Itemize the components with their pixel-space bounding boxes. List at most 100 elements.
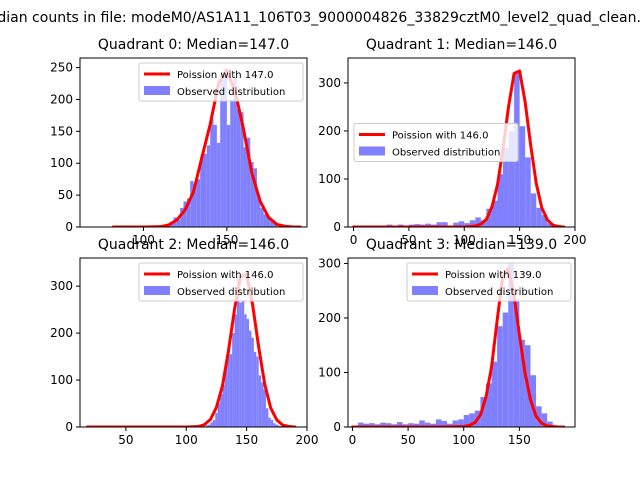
histogram-bar xyxy=(536,207,542,227)
histogram-bar xyxy=(273,223,277,227)
y-tick-label: 250 xyxy=(50,61,73,75)
histogram-bar xyxy=(396,422,403,427)
histogram-bar xyxy=(502,312,509,427)
legend-poisson-label: Poission with 146.0 xyxy=(177,270,273,281)
histogram-bars xyxy=(205,276,283,427)
x-tick-label: 100 xyxy=(175,433,198,447)
histogram-bar xyxy=(435,419,442,427)
legend-poisson-label: Poission with 139.0 xyxy=(445,270,541,281)
histogram-bar xyxy=(200,156,204,227)
legend: Poission with 147.0 Observed distribution xyxy=(138,62,304,102)
y-tick-label: 0 xyxy=(65,220,73,234)
histogram-bar xyxy=(244,314,247,427)
histogram-bar xyxy=(485,383,492,427)
y-tick-label: 150 xyxy=(50,124,73,138)
x-tick-label: 100 xyxy=(452,433,475,447)
histogram-bar xyxy=(236,276,240,427)
histogram-bar xyxy=(207,424,211,427)
histogram-bar xyxy=(183,201,187,227)
histogram-bar xyxy=(442,222,448,227)
histogram-bar xyxy=(256,195,261,227)
histogram-bar xyxy=(227,351,230,427)
histogram-bar xyxy=(458,419,464,427)
legend-box xyxy=(138,62,304,102)
x-tick-label: 0 xyxy=(350,233,358,247)
histogram-bar xyxy=(469,220,476,227)
histogram-bar xyxy=(530,193,537,227)
histogram-bar xyxy=(363,423,370,427)
histogram-bar xyxy=(253,168,257,227)
histogram-bar xyxy=(263,389,266,427)
axes-frame xyxy=(347,257,576,428)
y-tick-label: 300 xyxy=(318,256,341,270)
legend-box xyxy=(353,123,519,162)
quadrant-2-title: Quadrant 2: Median=146.0 xyxy=(98,237,289,253)
histogram-bar xyxy=(261,382,264,427)
histogram-bar xyxy=(250,161,254,227)
histogram-bar xyxy=(358,422,364,427)
quadrant-1-title: Quadrant 1: Median=146.0 xyxy=(366,37,557,53)
histogram-bar xyxy=(463,415,470,427)
histogram-bar xyxy=(270,419,274,427)
legend-poisson-label: Poission with 146.0 xyxy=(392,131,488,142)
histogram-bar xyxy=(265,408,269,427)
axes-frame xyxy=(79,257,308,428)
histogram-bar xyxy=(508,130,515,227)
histogram-bar xyxy=(380,422,386,427)
quadrant-1-axes: 0 50 100 150 200 0 100 200 300 Quadrant 1: Median… xyxy=(318,37,586,247)
histogram-bar xyxy=(525,157,531,227)
histogram-bar xyxy=(266,216,271,227)
histogram-bar xyxy=(491,361,498,427)
histogram-bar xyxy=(203,153,207,227)
y-tick-label: 0 xyxy=(333,220,341,234)
histogram-bars xyxy=(166,68,277,227)
legend-observed-swatch xyxy=(359,146,385,156)
histogram-bar xyxy=(547,223,553,227)
histogram-bar xyxy=(519,126,526,227)
histogram-bar xyxy=(241,300,245,427)
y-tick-label: 0 xyxy=(333,420,341,434)
y-tick-label: 300 xyxy=(318,76,341,90)
histogram-bar xyxy=(369,423,375,427)
histogram-bar xyxy=(275,424,279,427)
histogram-bar xyxy=(196,179,201,227)
histogram-bar xyxy=(220,80,224,227)
legend-observed-label: Observed distribution xyxy=(392,148,500,159)
x-tick-label: 50 xyxy=(400,433,415,447)
histogram-bar xyxy=(217,403,221,427)
histogram-bar xyxy=(541,215,548,227)
quadrant-0-title: Quadrant 0: Median=147.0 xyxy=(98,37,289,53)
x-tick-label: 50 xyxy=(118,433,133,447)
y-tick-label: 0 xyxy=(65,420,73,434)
histogram-bar xyxy=(176,219,181,227)
histogram-bar xyxy=(430,423,436,427)
legend: Poission with 146.0 Observed distribution xyxy=(353,123,519,162)
histogram-bar xyxy=(258,375,262,427)
histogram-bar xyxy=(491,200,498,227)
legend: Poission with 146.0 Observed distribution xyxy=(138,262,304,302)
histogram-bar xyxy=(469,413,475,427)
y-tick-label: 200 xyxy=(318,311,341,325)
histogram-bar xyxy=(220,394,223,427)
x-tick-label: 100 xyxy=(132,233,155,247)
histogram-bar xyxy=(530,375,537,427)
histogram-bar xyxy=(206,145,211,227)
histogram-bar xyxy=(253,351,257,427)
y-tick-label: 200 xyxy=(50,326,73,340)
histogram-bar xyxy=(232,333,235,427)
axes-frame xyxy=(79,57,308,228)
histogram-bar xyxy=(186,198,191,227)
legend-box xyxy=(138,262,304,302)
histogram-bar xyxy=(424,422,431,427)
histogram-bar xyxy=(223,68,227,227)
histogram-bar xyxy=(519,339,525,427)
histogram-bar xyxy=(508,263,514,427)
histogram-bar xyxy=(180,207,184,227)
histogram-bar xyxy=(547,421,553,427)
histogram-bar xyxy=(216,142,221,227)
histogram-bar xyxy=(268,417,271,427)
legend-observed-swatch xyxy=(144,86,170,95)
histogram-bar xyxy=(236,109,241,227)
legend-observed-label: Observed distribution xyxy=(445,287,553,298)
